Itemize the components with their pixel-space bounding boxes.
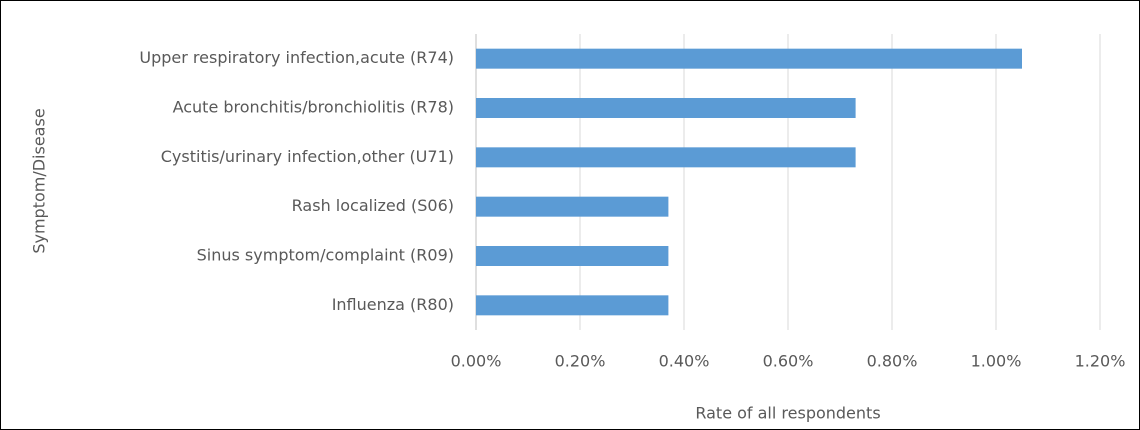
y-tick-label: Influenza (R80) <box>332 295 454 314</box>
x-tick-label: 0.00% <box>451 352 502 371</box>
x-tick-label: 0.80% <box>867 352 918 371</box>
x-tick-label: 1.00% <box>971 352 1022 371</box>
bar <box>476 98 856 118</box>
y-tick-label: Sinus symptom/complaint (R09) <box>197 246 454 265</box>
y-axis-title: Symptom/Disease <box>30 108 49 253</box>
bar <box>476 295 669 316</box>
y-tick-label: Upper respiratory infection,acute (R74) <box>139 48 454 67</box>
y-tick-label: Acute bronchitis/bronchiolitis (R78) <box>173 98 454 117</box>
x-tick-label: 0.40% <box>659 352 710 371</box>
y-tick-label: Cystitis/urinary infection,other (U71) <box>161 147 454 166</box>
y-tick-label: Rash localized (S06) <box>292 196 454 215</box>
x-tick-label: 0.60% <box>763 352 814 371</box>
bar <box>476 196 669 217</box>
x-tick-label: 1.20% <box>1075 352 1126 371</box>
bar <box>476 246 669 266</box>
x-axis-title: Rate of all respondents <box>695 404 880 423</box>
x-tick-label: 0.20% <box>555 352 606 371</box>
bar <box>476 48 1022 69</box>
bar <box>476 147 856 168</box>
